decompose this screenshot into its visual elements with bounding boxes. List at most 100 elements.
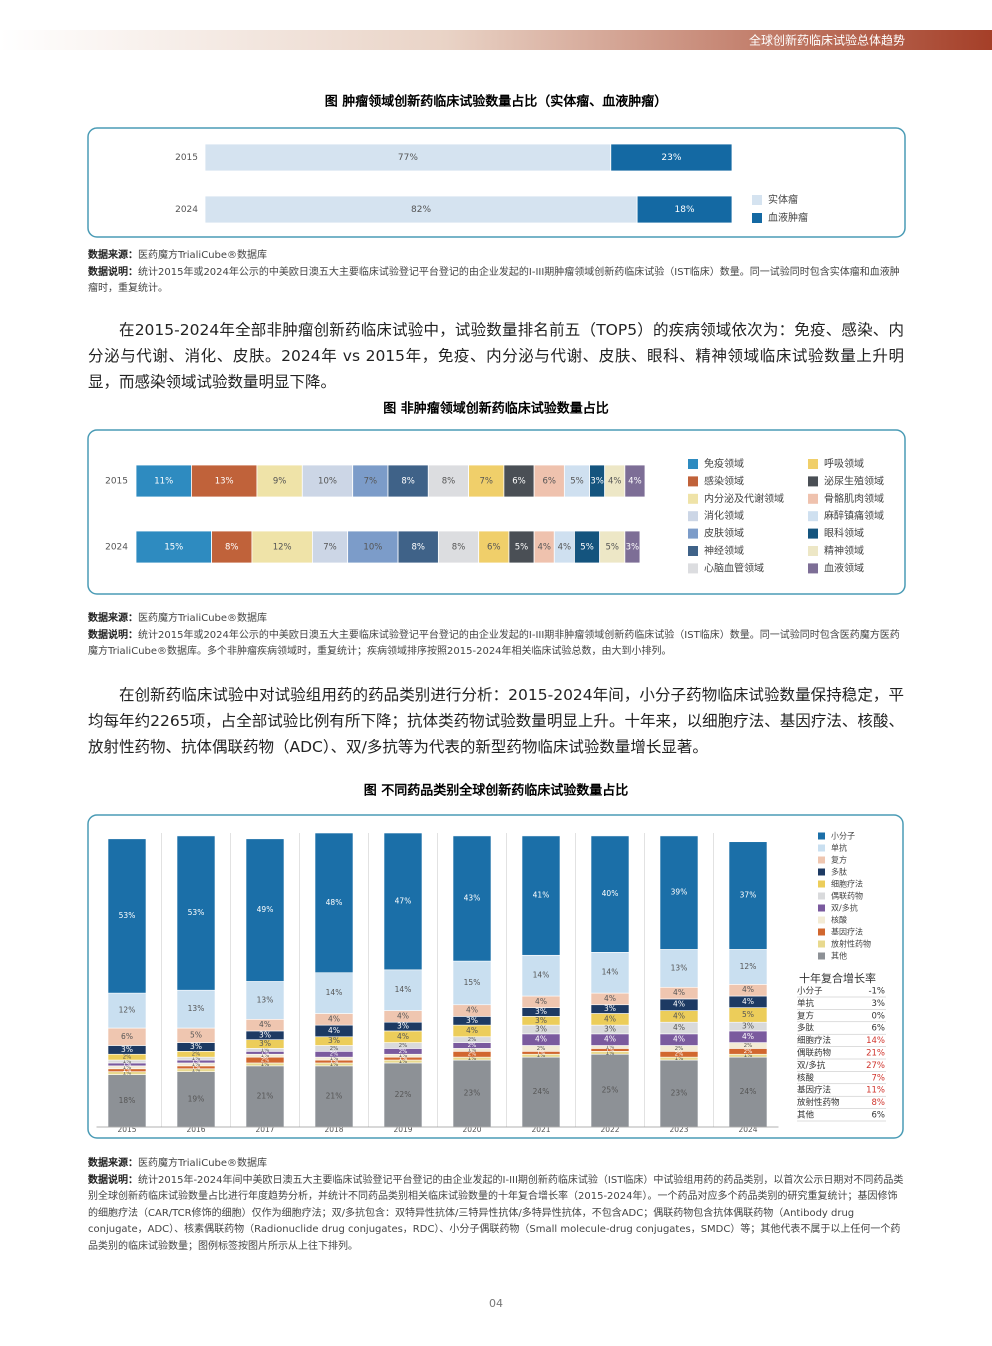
value-label: 11% (154, 477, 173, 487)
value-label: 3% (121, 1045, 133, 1054)
value-label: 2% (675, 1052, 684, 1058)
value-label: 8% (452, 543, 466, 553)
category-label: 2021 (531, 1125, 550, 1134)
bar-segment (468, 464, 505, 498)
value-label: 47% (395, 896, 412, 905)
legend-swatch (752, 195, 762, 205)
value-label: 4% (558, 543, 572, 553)
note: 统计2015年或2024年公示的中美欧日澳五大主要临床试验登记平台登记的由企业发… (88, 266, 900, 295)
legend-swatch (808, 528, 818, 539)
category-label: 2015 (117, 1125, 136, 1134)
note-label: 数据说明： (88, 1174, 138, 1186)
bar-segment (347, 530, 399, 564)
table-cell: 双/多抗 (797, 1060, 826, 1071)
value-label: 13% (215, 477, 234, 487)
bar-segment (728, 1056, 768, 1128)
bar-segment (624, 530, 641, 564)
value-label: 22% (395, 1090, 412, 1099)
bar-segment (590, 952, 630, 994)
note: 统计2015年-2024年间中美欧日澳五大主要临床试验登记平台登记的由企业发起的… (88, 1174, 904, 1252)
value-label: 1% (123, 1071, 132, 1077)
value-label: 4% (328, 1014, 340, 1023)
table-cell: 21% (866, 1049, 885, 1059)
value-label: 6% (121, 1032, 133, 1041)
value-label: 3% (259, 1039, 271, 1048)
table-cell: 偶联药物 (797, 1048, 832, 1059)
legend-swatch (808, 459, 818, 469)
source-label: 数据来源： (88, 613, 138, 624)
bar-segment (314, 832, 354, 974)
legend-swatch (688, 528, 698, 539)
value-label: 21% (257, 1091, 274, 1100)
table-cell: 7% (872, 1073, 886, 1083)
value-label: 2% (744, 1049, 753, 1055)
value-label: 3% (190, 1042, 202, 1051)
value-label: 4% (535, 1035, 547, 1044)
value-label: 1% (330, 1059, 339, 1065)
bar-segment (397, 530, 439, 564)
category-label: 2024 (738, 1125, 757, 1134)
bar-segment (659, 1059, 699, 1128)
value-label: 3% (535, 1007, 547, 1016)
legend-swatch (818, 892, 825, 900)
bar-segment (590, 1053, 630, 1128)
value-label: 2% (399, 1043, 408, 1049)
legend-label: 消化领域 (704, 509, 744, 522)
value-label: 9% (273, 477, 287, 487)
value-label: 4% (742, 1032, 754, 1041)
value-label: 4% (535, 997, 547, 1006)
table-cell: 11% (866, 1086, 885, 1096)
value-label: 1% (468, 1047, 477, 1053)
value-label: 4% (537, 543, 551, 553)
value-label: 1% (399, 1053, 408, 1059)
table-cell: 其他 (797, 1110, 815, 1121)
table-cell: 复方 (797, 1010, 814, 1021)
value-label: 37% (740, 891, 757, 900)
bar-segment (624, 464, 646, 498)
value-label: 1% (192, 1068, 201, 1074)
legend-swatch (818, 880, 825, 888)
legend-label: 呼吸领域 (824, 457, 864, 470)
table-cell: 8% (872, 1098, 886, 1108)
bar-segment (503, 464, 535, 498)
value-label: 1% (261, 1050, 270, 1056)
category-label: 2015 (105, 477, 128, 487)
value-label: 4% (466, 1006, 478, 1015)
bar-segment (610, 143, 733, 172)
legend-label: 双/多抗 (831, 903, 858, 913)
value-label: 3% (535, 1016, 547, 1025)
value-label: 5% (570, 477, 584, 487)
value-label: 3% (626, 543, 640, 553)
bar-segment (452, 835, 492, 962)
bar-segment (135, 530, 212, 564)
value-label: 1% (192, 1065, 201, 1071)
category-label: 2024 (105, 543, 128, 553)
value-label: 15% (164, 543, 183, 553)
note-label: 数据说明： (88, 266, 138, 278)
legend-label: 偶联药物 (831, 891, 863, 901)
bar-segment (301, 464, 354, 498)
legend-label: 实体瘤 (768, 193, 798, 206)
page-number: 04 (489, 1297, 503, 1310)
value-label: 7% (364, 477, 378, 487)
header-title: 全球创新药临床试验总体趋势 (749, 33, 905, 48)
legend-swatch (688, 546, 698, 556)
value-label: 3% (466, 1016, 478, 1025)
legend-label: 精神领域 (824, 544, 864, 557)
bar-segment (204, 195, 638, 224)
bar-segment (728, 841, 768, 950)
bar-segment (135, 464, 192, 498)
value-label: 24% (533, 1087, 550, 1096)
value-label: 4% (397, 1032, 409, 1041)
value-label: 14% (326, 988, 343, 997)
bar-segment (176, 1071, 216, 1128)
value-label: 3% (742, 1022, 754, 1031)
category-label: 2015 (175, 153, 198, 163)
value-label: 19% (188, 1094, 205, 1103)
value-label: 4% (673, 1023, 685, 1032)
value-label: 2% (330, 1046, 339, 1052)
bar-segment (521, 835, 561, 956)
value-label: 18% (675, 205, 695, 215)
value-label: 82% (411, 205, 431, 215)
